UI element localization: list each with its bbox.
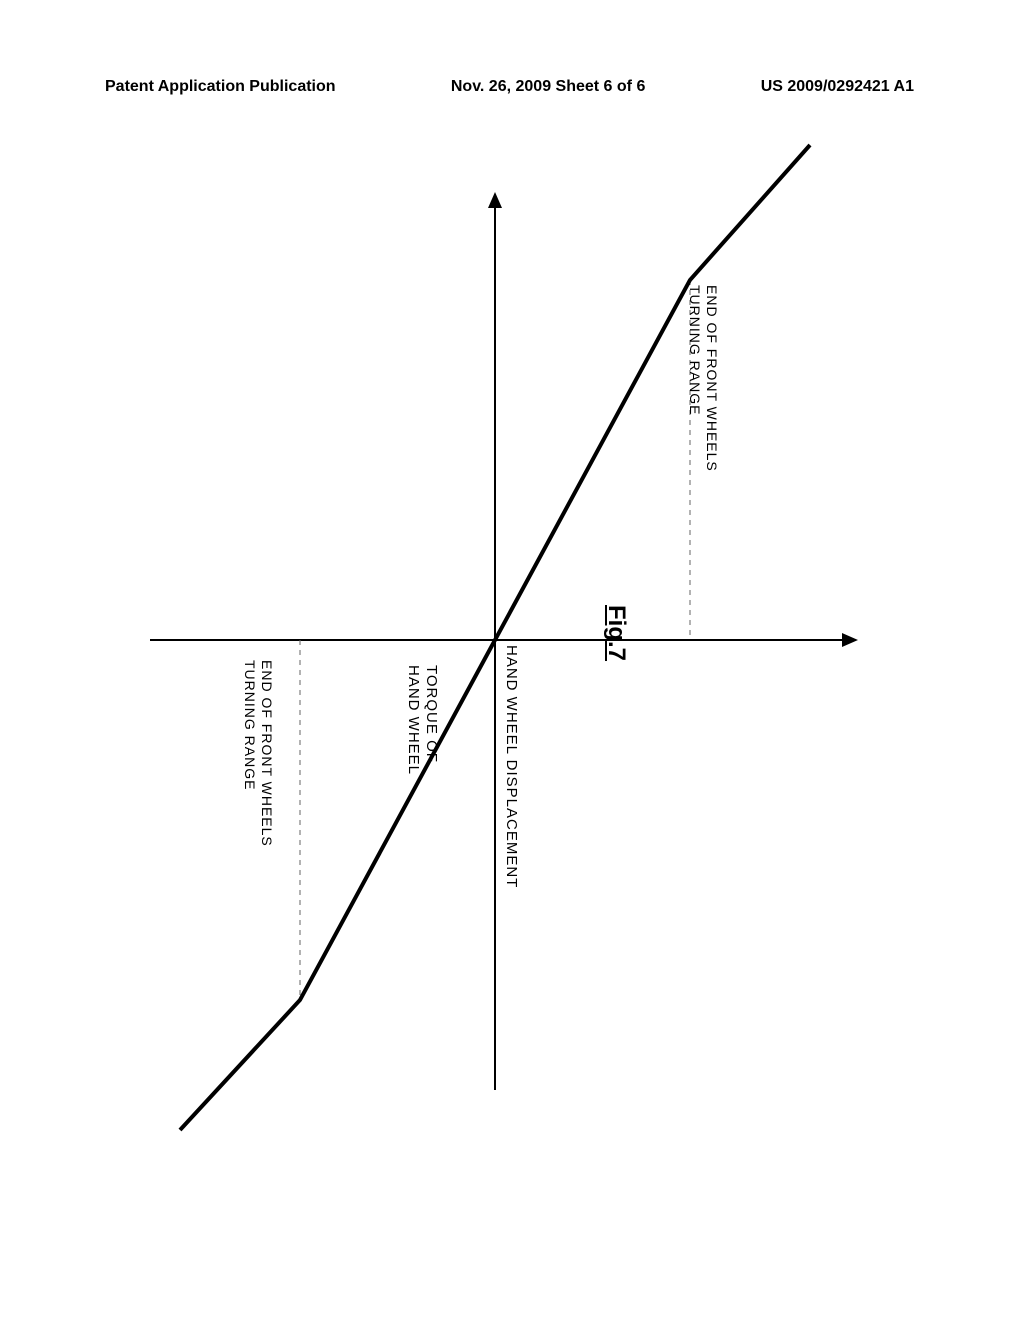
x-axis-label: HAND WHEEL DISPLACEMENT xyxy=(503,645,520,888)
figure-7: TORQUE OF HAND WHEEL HAND WHEEL DISPLACE… xyxy=(100,140,924,1190)
y-axis-label: TORQUE OF HAND WHEEL xyxy=(404,665,440,775)
axes xyxy=(150,192,858,1090)
header-left: Patent Application Publication xyxy=(105,78,336,96)
patent-header: Patent Application Publication Nov. 26, … xyxy=(0,78,1024,96)
left-marker-label: END OF FRONT WHEELS TURNING RANGE xyxy=(241,660,275,847)
header-center: Nov. 26, 2009 Sheet 6 of 6 xyxy=(451,78,645,96)
h-axis-arrow-right xyxy=(842,633,858,647)
right-marker-label: END OF FRONT WHEELS TURNING RANGE xyxy=(686,285,720,472)
header-right: US 2009/0292421 A1 xyxy=(761,78,914,96)
figure-label: Fig.7 xyxy=(602,605,630,661)
v-axis-arrow-top xyxy=(488,192,502,208)
